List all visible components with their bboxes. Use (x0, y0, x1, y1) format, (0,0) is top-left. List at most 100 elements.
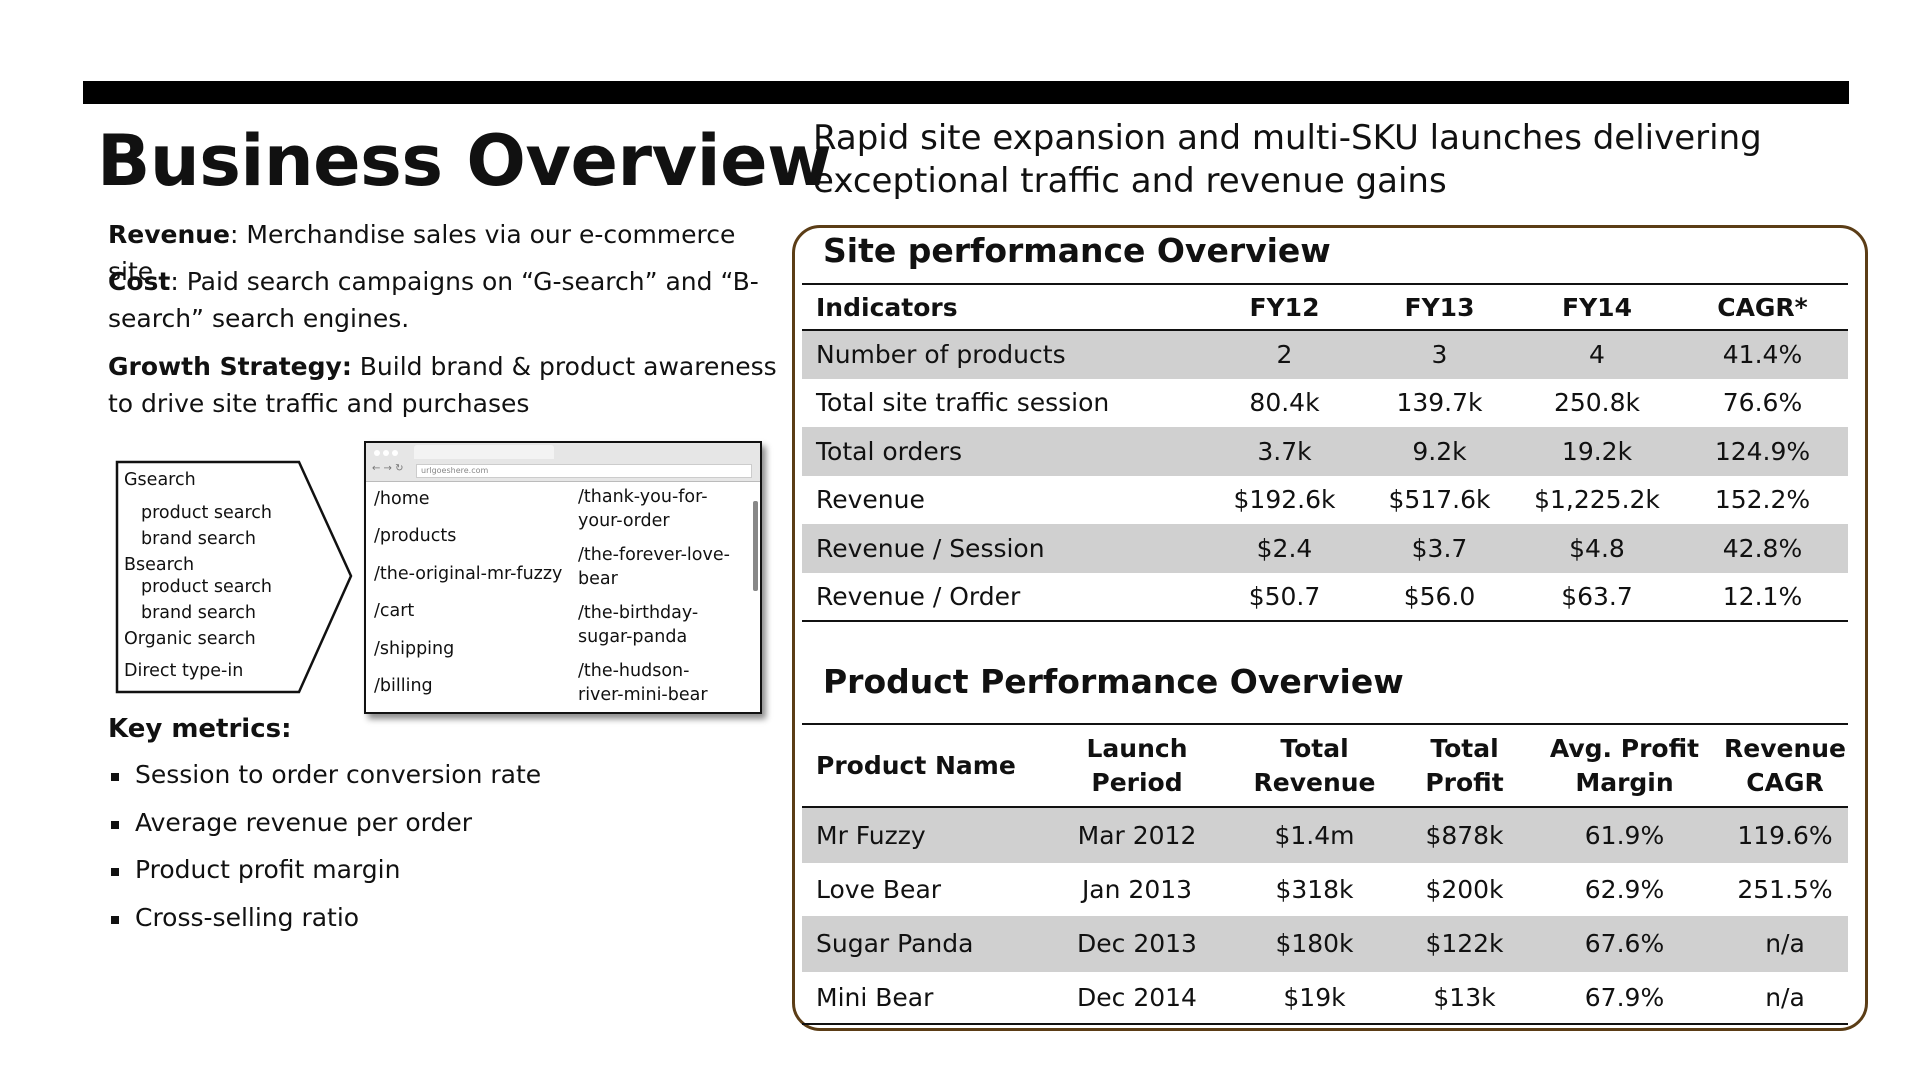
table-cell: Dec 2014 (1077, 982, 1197, 1012)
table-cell: $878k (1425, 821, 1504, 850)
window-dot-icon (392, 450, 398, 456)
table-row: Sugar Panda Dec 2013 $180k $122k 67.6% n… (802, 915, 1848, 972)
funnel-item: brand search (141, 529, 256, 549)
table-row: Love Bear Jan 2013 $318k $200k 62.9% 251… (802, 863, 1848, 916)
column-header: FY13 (1404, 292, 1475, 322)
table-cell: Dec 2013 (1077, 929, 1197, 958)
table-cell: 3.7k (1257, 436, 1312, 466)
table-cell: 67.9% (1584, 982, 1665, 1012)
column-header: Product Name (816, 750, 1016, 780)
cost-label: Cost (108, 267, 171, 296)
page-path: /billing (374, 676, 433, 696)
row-label: Total orders (816, 436, 963, 466)
funnel-item: Bsearch (124, 555, 195, 575)
table-cell: 3 (1431, 340, 1448, 370)
table-cell: 152.2% (1714, 485, 1811, 515)
table-row: Mini Bear Dec 2014 $19k $13k 67.9% n/a (802, 972, 1848, 1025)
page-path: /the-forever-love-bear (578, 545, 730, 589)
table-cell: 4 (1589, 340, 1605, 370)
column-header: FY14 (1562, 292, 1632, 322)
table-cell: $1.4m (1274, 821, 1355, 850)
table-cell: $56.0 (1403, 581, 1476, 611)
funnel-item: product search (141, 577, 273, 597)
table-cell: $3.7 (1411, 533, 1468, 563)
table-cell: 139.7k (1396, 388, 1483, 418)
table-cell: n/a (1765, 929, 1805, 958)
table-cell: $4.8 (1569, 533, 1625, 563)
table-cell: 251.5% (1737, 874, 1833, 904)
table-cell: 42.8% (1722, 533, 1803, 563)
page-path: /the-original-mr-fuzzy (374, 564, 563, 584)
table-cell: $200k (1425, 874, 1504, 904)
table-row: Total site traffic session 80.4k 139.7k … (802, 379, 1848, 428)
column-header: CAGR* (1717, 292, 1808, 322)
scrollbar (753, 501, 758, 591)
column-header: Indicators (816, 292, 958, 322)
key-metrics-list: Session to order conversion rate Average… (108, 760, 541, 950)
browser-chrome: ← → ↻ urlgoeshere.com (366, 443, 760, 482)
slide-title: Business Overview (97, 120, 832, 202)
window-dot-icon (383, 450, 389, 456)
row-label: Revenue / Order (816, 581, 1021, 611)
browser-mockup: ← → ↻ urlgoeshere.com /home /products /t… (364, 441, 762, 714)
slide-subtitle: Rapid site expansion and multi-SKU launc… (813, 118, 1762, 201)
key-metric-item: Cross-selling ratio (108, 903, 541, 951)
table-cell: 9.2k (1412, 436, 1467, 466)
page-path: /home (374, 489, 430, 509)
table-row: Total orders 3.7k 9.2k 19.2k 124.9% (802, 427, 1848, 476)
column-header: FY12 (1249, 292, 1320, 322)
table-cell: $122k (1425, 929, 1504, 958)
key-metric-item: Session to order conversion rate (108, 760, 541, 808)
table-cell: $517.6k (1388, 485, 1491, 515)
page-path: /the-hudson-river-mini-bear (578, 661, 708, 705)
row-label: Mr Fuzzy (816, 821, 926, 850)
table-cell: 62.9% (1584, 874, 1665, 904)
table-cell: Mar 2012 (1077, 821, 1197, 850)
table-cell: $19k (1283, 982, 1346, 1012)
page-path: /cart (374, 601, 415, 621)
row-label: Number of products (816, 340, 1066, 370)
browser-tab (414, 445, 554, 459)
row-label: Mini Bear (816, 982, 934, 1012)
table-cell: $192.6k (1233, 485, 1336, 515)
table-cell: $63.7 (1561, 581, 1633, 611)
table-cell: $180k (1275, 929, 1354, 958)
row-label: Total site traffic session (816, 388, 1110, 418)
funnel-item: product search (141, 503, 273, 523)
top-rule (83, 81, 1849, 104)
growth-label: Growth Strategy: (108, 352, 352, 381)
table-cell: n/a (1765, 982, 1805, 1012)
funnel-item: brand search (141, 603, 256, 623)
table-row: Revenue $192.6k $517.6k $1,225.2k 152.2% (802, 476, 1848, 525)
url-bar: urlgoeshere.com (416, 464, 752, 478)
table-cell: 12.1% (1722, 581, 1803, 611)
table-cell: 67.6% (1584, 929, 1665, 958)
revenue-text: : Merchandise sales via our e-commerce s… (108, 220, 736, 286)
table-cell: Jan 2013 (1081, 874, 1193, 904)
funnel-item: Gsearch (124, 470, 196, 490)
table-row: Revenue / Order $50.7 $56.0 $63.7 12.1% (802, 573, 1848, 622)
row-label: Revenue / Session (816, 533, 1045, 563)
table-cell: 80.4k (1249, 388, 1320, 418)
table-cell: $1,225.2k (1534, 485, 1660, 515)
revenue-paragraph: Revenue: Merchandise sales via our e-com… (108, 216, 778, 290)
site-performance-table: Indicators FY12 FY13 FY14 CAGR* Number o… (802, 283, 1848, 622)
funnel-arrow-shape (115, 460, 353, 694)
revenue-label: Revenue (108, 220, 231, 249)
product-performance-title: Product Performance Overview (823, 662, 1404, 701)
product-performance-table: Product Name Launch Period Total Revenue… (802, 723, 1848, 1025)
page-path: /products (374, 526, 457, 546)
growth-paragraph: Growth Strategy: Build brand & product a… (108, 348, 778, 422)
table-cell: $318k (1275, 874, 1354, 904)
performance-panel (792, 225, 1868, 1031)
table-header-row: Product Name Launch Period Total Revenue… (802, 724, 1848, 807)
row-label: Sugar Panda (816, 929, 974, 958)
window-dot-icon (374, 450, 380, 456)
table-row: Mr Fuzzy Mar 2012 $1.4m $878k 61.9% 119.… (802, 807, 1848, 863)
table-cell: 61.9% (1584, 821, 1665, 850)
table-cell: $2.4 (1256, 533, 1313, 563)
table-cell: $50.7 (1248, 581, 1321, 611)
column-header: Revenue CAGR (1723, 733, 1846, 797)
key-metric-item: Product profit margin (108, 855, 541, 903)
traffic-source-diagram: Gsearch product search brand search Bsea… (115, 458, 355, 698)
